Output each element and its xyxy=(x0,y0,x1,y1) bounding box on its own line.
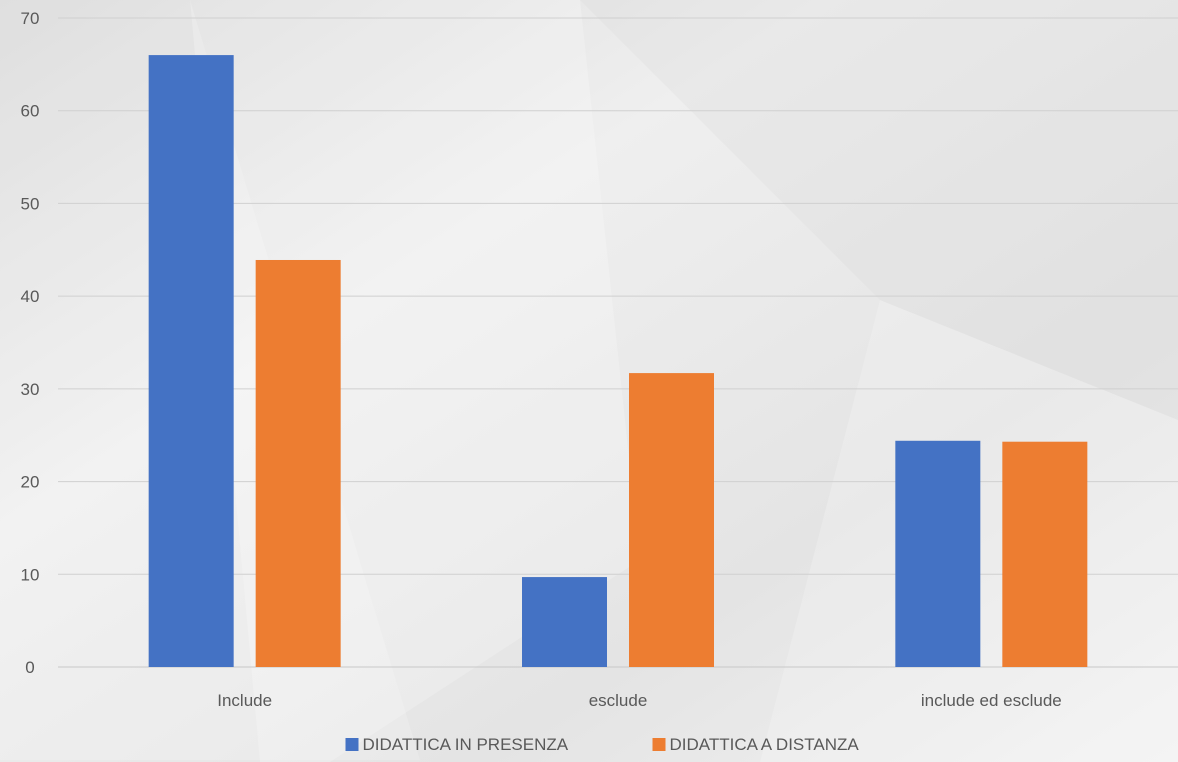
legend-swatch xyxy=(652,738,666,751)
y-tick-label: 40 xyxy=(21,287,40,306)
bars xyxy=(148,55,1088,668)
y-axis-tick-labels: 0 10 20 30 40 50 60 70 xyxy=(21,9,40,677)
x-category-label: Include xyxy=(217,691,272,710)
x-category-label: esclude xyxy=(589,691,648,710)
y-tick-label: 60 xyxy=(21,102,40,121)
x-category-label: include ed esclude xyxy=(921,691,1062,710)
bar-didattica-in-presenza-2 xyxy=(895,440,981,667)
bar-didattica-a-distanza-0 xyxy=(255,259,341,667)
bar-didattica-in-presenza-1 xyxy=(522,577,607,667)
bar-didattica-a-distanza-2 xyxy=(1002,441,1088,667)
legend-label: DIDATTICA IN PRESENZA xyxy=(363,735,569,754)
legend-swatch xyxy=(345,738,359,751)
bar-didattica-in-presenza-0 xyxy=(148,55,234,668)
y-tick-label: 20 xyxy=(21,473,40,492)
y-tick-label: 0 xyxy=(25,658,34,677)
y-tick-label: 50 xyxy=(21,194,40,213)
y-tick-label: 30 xyxy=(21,380,40,399)
x-axis-category-labels: Include esclude include ed esclude xyxy=(217,691,1061,710)
background-facet xyxy=(580,0,1178,420)
legend-label: DIDATTICA A DISTANZA xyxy=(670,735,860,754)
legend: DIDATTICA IN PRESENZA DIDATTICA A DISTANZ… xyxy=(345,735,860,754)
y-tick-label: 10 xyxy=(21,565,40,584)
gridlines xyxy=(58,17,1178,668)
y-tick-label: 70 xyxy=(21,9,40,28)
bar-didattica-a-distanza-1 xyxy=(629,373,714,667)
